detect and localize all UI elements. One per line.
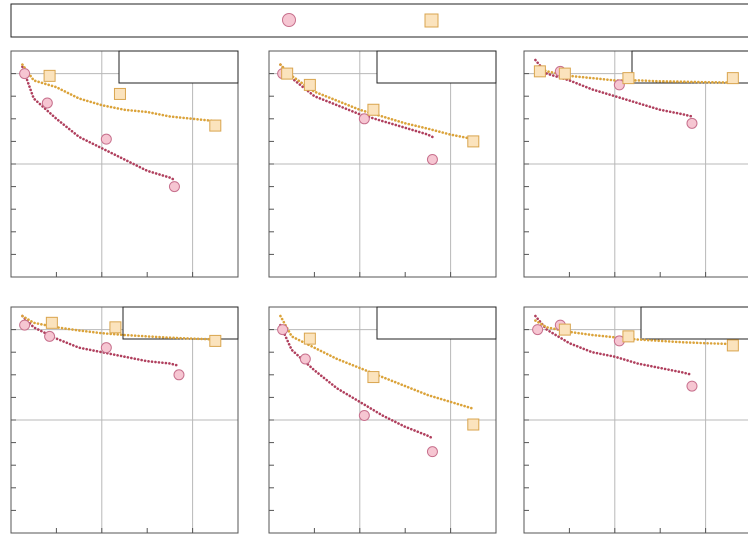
data-point-circle xyxy=(277,324,289,336)
data-point-square xyxy=(45,316,58,329)
fit-curve-circle xyxy=(21,314,181,368)
data-point-circle xyxy=(613,79,625,91)
fit-curve-circle xyxy=(279,63,434,139)
fit-curve-square xyxy=(279,314,475,410)
inset-box xyxy=(640,306,748,340)
data-point-square xyxy=(109,321,122,334)
data-point-circle xyxy=(686,117,698,129)
data-point-circle xyxy=(100,133,112,145)
data-point-circle xyxy=(358,409,370,421)
panel-4 xyxy=(10,306,239,534)
legend-frame xyxy=(10,3,748,38)
fit-curve-square xyxy=(21,63,217,123)
data-point-circle xyxy=(44,330,56,342)
fit-curve-circle xyxy=(534,314,694,377)
data-point-square xyxy=(281,67,294,80)
data-point-square xyxy=(726,72,739,85)
data-point-square xyxy=(622,330,635,343)
panel-5 xyxy=(268,306,497,534)
data-point-square xyxy=(558,67,571,80)
panel-2 xyxy=(268,50,497,278)
data-point-circle xyxy=(19,68,31,80)
inset-box xyxy=(118,50,239,84)
legend xyxy=(10,3,748,38)
data-point-square xyxy=(467,418,480,431)
data-point-square xyxy=(303,332,316,345)
fit-curve-circle xyxy=(21,65,176,182)
fit-curve-square xyxy=(21,314,217,341)
panel-6 xyxy=(523,306,748,534)
data-point-circle xyxy=(426,153,438,165)
inset-box xyxy=(376,306,497,340)
panel-1 xyxy=(10,50,239,278)
data-point-square xyxy=(303,78,316,91)
data-point-circle xyxy=(299,353,311,365)
data-point-square xyxy=(367,103,380,116)
data-point-square xyxy=(558,323,571,336)
data-point-circle xyxy=(686,380,698,392)
fit-curve-circle xyxy=(534,58,694,118)
data-point-square xyxy=(209,119,222,132)
data-point-square xyxy=(43,69,56,82)
data-point-circle xyxy=(19,319,31,331)
panel-3 xyxy=(523,50,748,278)
data-point-circle xyxy=(168,181,180,193)
data-point-square xyxy=(209,334,222,347)
legend-marker-circle xyxy=(282,13,296,27)
data-point-square xyxy=(533,65,546,78)
data-point-circle xyxy=(358,113,370,125)
fit-curve-circle xyxy=(279,323,434,440)
data-point-square xyxy=(467,135,480,148)
data-point-square xyxy=(367,371,380,384)
inset-box xyxy=(122,306,239,340)
legend-marker-square xyxy=(424,13,439,28)
inset-box xyxy=(376,50,497,84)
data-point-circle xyxy=(100,342,112,354)
data-point-circle xyxy=(426,446,438,458)
data-point-circle xyxy=(41,97,53,109)
data-point-square xyxy=(113,87,126,100)
data-point-circle xyxy=(532,324,544,336)
data-point-square xyxy=(726,339,739,352)
data-point-square xyxy=(622,72,635,85)
panels xyxy=(10,50,748,534)
data-point-circle xyxy=(173,369,185,381)
